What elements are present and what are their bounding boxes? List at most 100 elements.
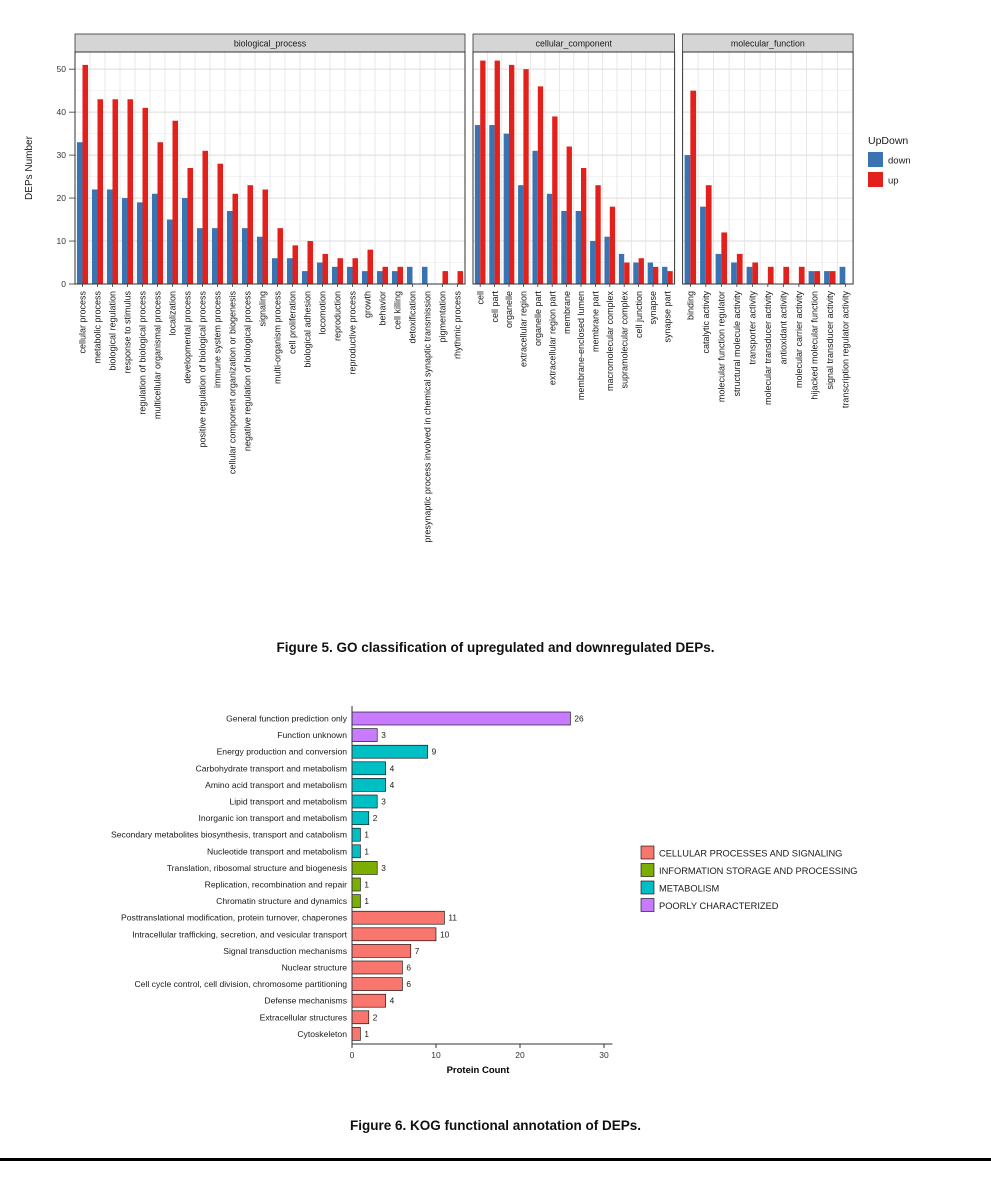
legend-swatch <box>640 880 655 895</box>
kog-bar <box>351 861 378 875</box>
bar-up <box>566 146 572 284</box>
x-category-label: developmental process <box>183 291 193 384</box>
bar-up <box>277 228 284 284</box>
bar-down <box>647 262 653 284</box>
bar-down <box>106 189 113 284</box>
x-category-label: signaling <box>258 291 268 327</box>
kog-value-label: 6 <box>406 963 411 973</box>
x-category-label: locomotion <box>318 291 328 335</box>
kog-value-label: 1 <box>364 1029 369 1039</box>
bar-up <box>112 99 119 284</box>
bar-up <box>232 193 239 284</box>
bar-up <box>457 271 464 284</box>
kog-row-label: Carbohydrate transport and metabolism <box>196 763 347 773</box>
bar-down <box>241 228 248 284</box>
kog-bar <box>351 977 403 991</box>
go-classification-chart: DEPs Number 0 10 20 30 40 50 biological_process… <box>24 33 911 543</box>
legend-swatch-up <box>868 172 883 187</box>
kog-bar <box>351 944 412 958</box>
facet-title: biological_process <box>234 39 307 49</box>
bar-up <box>187 168 194 284</box>
x-category-label: extracellular region <box>519 291 529 367</box>
bar-up <box>752 262 759 284</box>
bar-down <box>76 142 83 284</box>
kog-row-label: Extracellular structures <box>260 1012 347 1022</box>
kog-row-label: Replication, recombination and repair <box>205 880 347 890</box>
bar-up <box>480 60 486 285</box>
kog-row-label: Function unknown <box>277 730 347 740</box>
x-category-label: cell <box>475 291 485 305</box>
kog-value-label: 10 <box>440 929 450 939</box>
bar-down <box>684 155 691 284</box>
x-category-label: structural molecule activity <box>732 291 742 397</box>
kog-value-label: 2 <box>373 813 378 823</box>
bar-up <box>172 120 179 284</box>
bar-up <box>337 258 344 284</box>
x-category-label: molecular function regulator <box>717 291 727 402</box>
kog-row-label: Amino acid transport and metabolism <box>205 780 347 790</box>
bar-down <box>196 228 203 284</box>
bar-down <box>618 253 625 284</box>
legend-label-down: down <box>888 156 911 167</box>
x-category-label: reproduction <box>333 291 343 341</box>
x-category-label: organelle <box>504 291 514 328</box>
kog-bar <box>351 1027 361 1041</box>
y-tick-label: 20 <box>57 193 67 203</box>
bar-down <box>406 266 413 284</box>
bar-up <box>653 266 659 284</box>
kog-value-label: 1 <box>364 846 369 856</box>
figure6-caption: Figure 6. KOG functional annotation of D… <box>349 1118 641 1133</box>
kog-row-label: Inorganic ion transport and metabolism <box>198 813 347 823</box>
bar-down <box>824 271 830 284</box>
x-category-label: rhythmic process <box>453 291 463 360</box>
bar-up <box>509 64 515 284</box>
bar-up <box>705 185 712 284</box>
kog-bar <box>351 711 571 726</box>
kog-bar <box>351 761 386 776</box>
bar-up <box>624 262 630 284</box>
x-category-label: negative regulation of biological proces… <box>243 291 253 452</box>
x-category-label: biological adhesion <box>303 291 313 368</box>
bar-down <box>839 266 846 284</box>
bar-up <box>82 64 89 284</box>
x-category-label: cell proliferation <box>288 291 298 354</box>
y-tick-label: 50 <box>57 64 67 74</box>
x-category-label: synapse <box>648 291 658 325</box>
kog-row-label: Signal transduction mechanisms <box>223 946 347 956</box>
bar-up <box>202 150 209 284</box>
bar-down <box>532 150 538 284</box>
bar-up <box>127 99 134 284</box>
kog-bar <box>351 794 378 809</box>
bar-up <box>537 86 544 285</box>
x-axis-title: Protein Count <box>447 1065 511 1076</box>
bar-down <box>746 266 753 284</box>
kog-bar <box>351 827 361 842</box>
bar-down <box>346 266 353 284</box>
x-category-label: molecular transducer activity <box>763 291 773 406</box>
bar-down <box>731 262 737 284</box>
bar-down <box>331 266 338 284</box>
x-tick-label: 20 <box>515 1050 525 1060</box>
bar-down <box>421 266 428 284</box>
x-tick-label: 0 <box>350 1050 355 1060</box>
panel-border <box>74 51 466 285</box>
kog-row-label: Chromatin structure and dynamics <box>216 896 347 906</box>
x-category-label: detoxification <box>408 291 418 344</box>
x-category-label: localization <box>168 291 178 336</box>
legend-label: CELLULAR PROCESSES AND SIGNALING <box>659 849 842 859</box>
bar-down <box>286 258 293 284</box>
bar-down <box>503 133 509 284</box>
bar-up <box>609 206 616 284</box>
x-category-label: macromolecular complex <box>605 291 615 392</box>
kog-value-label: 4 <box>390 763 395 773</box>
kog-bar <box>351 910 445 925</box>
kog-row-label: Lipid transport and metabolism <box>229 797 347 807</box>
x-category-label: cell killing <box>393 291 403 330</box>
bar-up <box>397 266 404 284</box>
kog-value-label: 11 <box>448 913 457 923</box>
bar-up <box>142 107 149 284</box>
x-category-label: synapse part <box>663 291 673 343</box>
kog-row-label: Secondary metabolites biosynthesis, tran… <box>111 830 347 840</box>
bar-up <box>523 69 529 284</box>
